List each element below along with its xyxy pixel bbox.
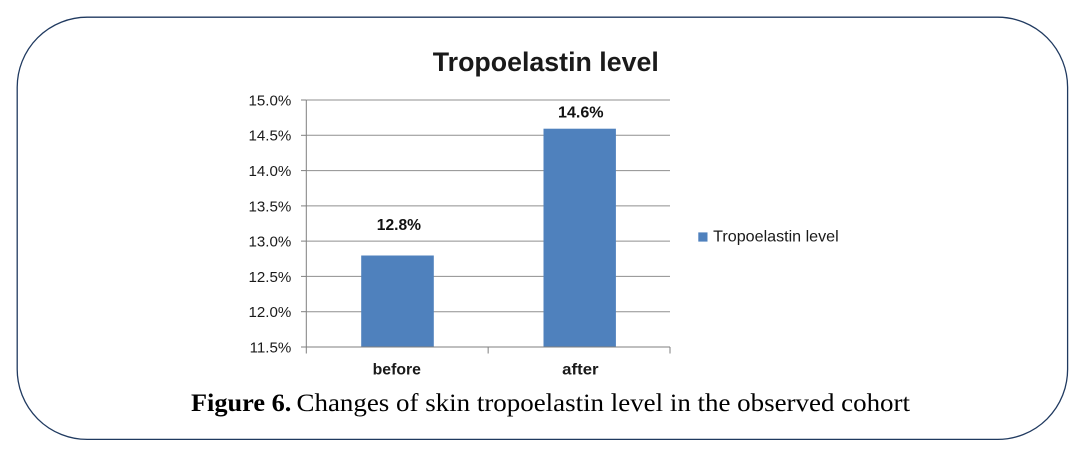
svg-text:before: before	[373, 362, 422, 379]
svg-text:12.5%: 12.5%	[248, 269, 291, 286]
svg-text:after: after	[562, 362, 598, 379]
svg-text:11.5%: 11.5%	[250, 339, 292, 356]
svg-text:14.0%: 14.0%	[248, 163, 291, 180]
svg-text:Tropoelastin level: Tropoelastin level	[713, 229, 839, 246]
svg-text:Figure 6.: Figure 6.	[191, 388, 291, 417]
svg-text:Changes of skin tropoelastin l: Changes of skin tropoelastin level in th…	[297, 388, 911, 417]
svg-text:Tropoelastin level: Tropoelastin level	[433, 47, 659, 77]
svg-text:14.6%: 14.6%	[558, 105, 604, 122]
svg-text:13.5%: 13.5%	[248, 198, 291, 215]
svg-text:13.0%: 13.0%	[248, 234, 291, 251]
svg-text:12.0%: 12.0%	[248, 304, 291, 321]
svg-text:15.0%: 15.0%	[248, 92, 291, 109]
svg-text:12.8%: 12.8%	[377, 217, 421, 234]
svg-text:14.5%: 14.5%	[248, 128, 291, 145]
